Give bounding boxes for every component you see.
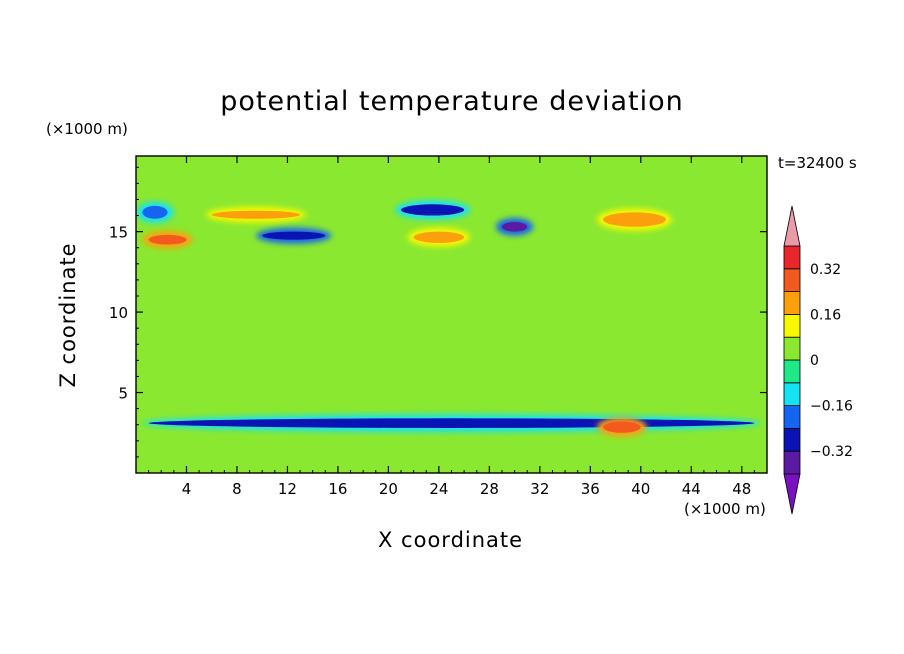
x-axis: 4 8 12 16 20 24 28 32 36 40 44 48 bbox=[148, 156, 755, 498]
x-unit-label: (×1000 m) bbox=[684, 500, 766, 518]
time-label: t=32400 s bbox=[778, 154, 857, 172]
colorbar: 0.32 0.16 0 −0.16 −0.32 bbox=[783, 205, 853, 515]
x-tick-label: 8 bbox=[232, 480, 242, 498]
y-axis: 5 10 15 bbox=[109, 166, 767, 458]
x-tick-label: 32 bbox=[530, 480, 549, 498]
colorbar-band bbox=[783, 268, 801, 292]
x-tick-label: 48 bbox=[732, 480, 751, 498]
contour-feature bbox=[413, 231, 465, 243]
colorbar-band bbox=[783, 313, 801, 338]
x-tick-label: 20 bbox=[379, 480, 398, 498]
x-tick-label: 40 bbox=[631, 480, 650, 498]
contour-feature bbox=[602, 212, 667, 227]
x-tick-label: 24 bbox=[429, 480, 448, 498]
colorbar-overflow-top bbox=[783, 205, 801, 247]
contour-feature bbox=[602, 421, 641, 433]
colorbar-band bbox=[783, 382, 801, 406]
x-axis-label: X coordinate bbox=[378, 528, 524, 552]
colorbar-band bbox=[783, 336, 801, 361]
contour-feature bbox=[501, 221, 528, 232]
y-unit-label: (×1000 m) bbox=[46, 120, 128, 138]
colorbar-band bbox=[783, 359, 801, 384]
chart-title: potential temperature deviation bbox=[220, 86, 684, 117]
contour-feature bbox=[211, 210, 301, 219]
contour-feature bbox=[148, 234, 187, 245]
y-tick-label: 5 bbox=[118, 385, 128, 403]
x-tick-label: 16 bbox=[328, 480, 347, 498]
contour-feature bbox=[142, 205, 168, 219]
colorbar-tick-label: 0 bbox=[810, 353, 819, 369]
colorbar-tick-label: −0.16 bbox=[810, 399, 853, 415]
y-tick-label: 15 bbox=[109, 224, 128, 242]
colorbar-band bbox=[783, 291, 801, 315]
x-tick-label: 12 bbox=[278, 480, 297, 498]
contour-feature bbox=[401, 204, 465, 216]
colorbar-band bbox=[783, 245, 801, 270]
colorbar-band bbox=[783, 405, 801, 429]
contour-feature bbox=[262, 231, 326, 240]
colorbar-overflow-bottom bbox=[783, 473, 801, 515]
x-tick-label: 36 bbox=[581, 480, 600, 498]
colorbar-band bbox=[783, 427, 801, 452]
x-tick-label: 44 bbox=[682, 480, 701, 498]
contour-feature bbox=[148, 418, 755, 428]
colorbar-tick-label: 0.32 bbox=[810, 262, 841, 278]
y-tick-label: 10 bbox=[109, 304, 128, 322]
x-tick-label: 28 bbox=[480, 480, 499, 498]
x-tick-label: 4 bbox=[182, 480, 192, 498]
colorbar-band bbox=[783, 450, 801, 475]
colorbar-tick-label: 0.16 bbox=[810, 307, 841, 323]
contour-field bbox=[136, 156, 767, 473]
colorbar-tick-label: −0.32 bbox=[810, 444, 853, 460]
